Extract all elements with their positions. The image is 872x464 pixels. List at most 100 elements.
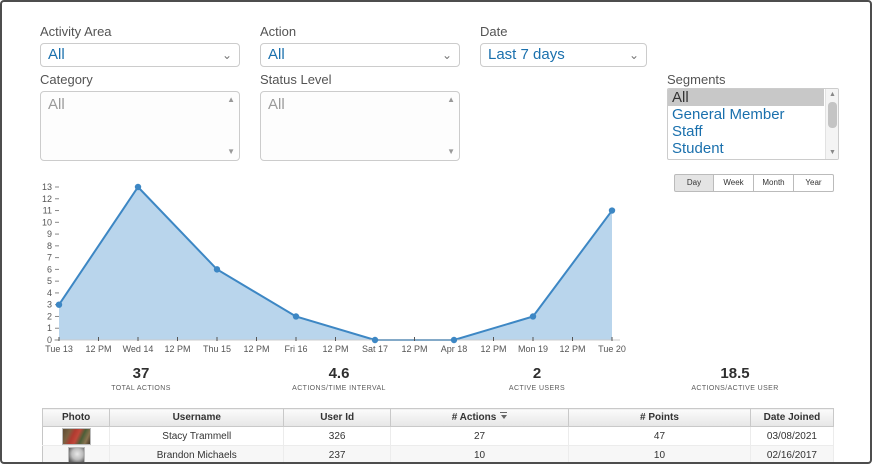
- data-point[interactable]: [371, 336, 379, 344]
- data-point[interactable]: [213, 266, 221, 273]
- y-tick-label: 12: [42, 194, 52, 204]
- cell-username: Stacy Trammell: [109, 426, 285, 446]
- data-point[interactable]: [55, 301, 63, 308]
- segments-option[interactable]: Staff: [672, 123, 703, 140]
- status-level-label: Status Level: [260, 72, 332, 87]
- status-level-filter: Status Level All ▲ ▼: [260, 72, 460, 161]
- range-button-week[interactable]: Week: [714, 174, 754, 192]
- date-value: Last 7 days: [488, 46, 565, 63]
- date-label: Date: [480, 24, 508, 39]
- x-tick-label: Fri 16: [284, 344, 307, 354]
- category-value: All: [48, 96, 65, 113]
- x-minor-tick-label: 12 PM: [559, 344, 585, 354]
- x-tick-label: Tue 20: [598, 344, 626, 354]
- cell-date-joined: 02/16/2017: [750, 445, 835, 462]
- column-header-photo[interactable]: Photo: [41, 408, 111, 427]
- users-table: Photo Username User Id # Actions # Points Dat…: [41, 408, 835, 462]
- stat-label: ACTIVE USERS: [508, 385, 566, 392]
- scrollbar-up-icon[interactable]: ▲: [829, 91, 836, 98]
- sort-desc-icon: [500, 412, 507, 419]
- cell-points: 10: [568, 445, 751, 462]
- scroll-up-icon[interactable]: ▲: [227, 95, 235, 104]
- stat-value: 37: [132, 365, 150, 382]
- column-header-user-id[interactable]: User Id: [283, 408, 392, 427]
- x-minor-tick-label: 12 PM: [85, 344, 111, 354]
- area-fill: [59, 187, 612, 340]
- column-header--actions[interactable]: # Actions: [390, 408, 569, 427]
- cell-username: Brandon Michaels: [109, 445, 285, 462]
- status-level-multiselect[interactable]: All ▲ ▼: [260, 91, 460, 161]
- x-tick-label: Thu 15: [203, 344, 231, 354]
- category-filter: Category All ▲ ▼: [40, 72, 240, 161]
- y-tick-label: 7: [47, 253, 52, 263]
- segments-option[interactable]: Student: [672, 140, 724, 157]
- stat-label: ACTIONS/TIME INTERVAL: [292, 385, 386, 392]
- x-tick-label: Tue 13: [45, 344, 73, 354]
- y-tick-label: 2: [47, 311, 52, 321]
- status-level-value: All: [268, 96, 285, 113]
- activity-area-select[interactable]: All ⌄: [40, 43, 240, 67]
- column-header--points[interactable]: # Points: [568, 408, 751, 427]
- segments-label: Segments: [667, 72, 726, 87]
- x-minor-tick-label: 12 PM: [243, 344, 269, 354]
- segments-option[interactable]: General Member: [672, 106, 785, 123]
- y-tick-label: 11: [43, 206, 52, 216]
- category-multiselect[interactable]: All ▲ ▼: [40, 91, 240, 161]
- cell-actions: 10: [390, 445, 569, 462]
- scrollbar-down-icon[interactable]: ▼: [829, 149, 836, 156]
- user-photo: [61, 427, 91, 445]
- data-point[interactable]: [292, 313, 300, 320]
- segments-filter: Segments: [667, 72, 839, 91]
- data-point[interactable]: [608, 207, 616, 214]
- data-point[interactable]: [134, 183, 142, 191]
- date-select[interactable]: Last 7 days ⌄: [480, 43, 647, 67]
- stat-active-users: 2 ACTIVE USERS: [438, 365, 636, 392]
- table-row: Stacy Trammell 326 27 47 03/08/2021: [42, 426, 835, 446]
- range-button-month[interactable]: Month: [754, 174, 794, 192]
- action-select[interactable]: All ⌄: [260, 43, 460, 67]
- y-tick-label: 13: [42, 182, 52, 192]
- scroll-down-icon[interactable]: ▼: [227, 147, 235, 156]
- action-label: Action: [260, 24, 297, 39]
- column-header-date-joined[interactable]: Date Joined: [749, 408, 835, 427]
- x-minor-tick-label: 12 PM: [164, 344, 190, 354]
- x-tick-label: Mon 19: [518, 344, 548, 354]
- y-tick-label: 9: [47, 229, 52, 239]
- cell-photo: [42, 445, 111, 462]
- chevron-down-icon: ⌄: [221, 48, 232, 62]
- y-tick-label: 5: [47, 276, 52, 286]
- data-point[interactable]: [450, 336, 458, 344]
- chevron-down-icon: ⌄: [628, 48, 639, 62]
- scroll-up-icon[interactable]: ▲: [447, 95, 455, 104]
- x-tick-label: Sat 17: [362, 344, 388, 354]
- x-tick-label: Wed 14: [123, 344, 154, 354]
- cell-points: 47: [568, 426, 751, 446]
- stat-label: ACTIONS/ACTIVE USER: [691, 385, 779, 392]
- range-button-day[interactable]: Day: [674, 174, 714, 192]
- range-button-year[interactable]: Year: [794, 174, 834, 192]
- user-photo: [67, 446, 85, 462]
- segments-listbox[interactable]: All General Member Staff Student ▲ ▼: [667, 88, 839, 160]
- stat-actions-per-interval: 4.6 ACTIONS/TIME INTERVAL: [240, 365, 438, 392]
- data-point[interactable]: [529, 313, 537, 320]
- stat-label: TOTAL ACTIONS: [111, 385, 171, 392]
- summary-stats: 37 TOTAL ACTIONS 4.6 ACTIONS/TIME INTERV…: [42, 365, 834, 392]
- x-minor-tick-label: 12 PM: [322, 344, 348, 354]
- category-label: Category: [40, 72, 93, 87]
- stat-total-actions: 37 TOTAL ACTIONS: [42, 365, 240, 392]
- stat-value: 4.6: [328, 365, 350, 382]
- cell-actions: 27: [390, 426, 569, 446]
- column-header-username[interactable]: Username: [109, 408, 285, 427]
- stat-value: 18.5: [720, 365, 750, 382]
- segments-option[interactable]: All: [668, 89, 824, 106]
- cell-date-joined: 03/08/2021: [750, 426, 835, 446]
- y-tick-label: 8: [47, 241, 52, 251]
- table-row: Brandon Michaels 237 10 10 02/16/2017: [42, 445, 835, 462]
- series-line: [58, 185, 613, 341]
- segments-scrollbar[interactable]: ▲ ▼: [825, 89, 838, 159]
- scroll-down-icon[interactable]: ▼: [447, 147, 455, 156]
- y-tick-label: 3: [47, 300, 52, 310]
- scrollbar-thumb[interactable]: [828, 102, 837, 128]
- y-tick-label: 6: [47, 264, 52, 274]
